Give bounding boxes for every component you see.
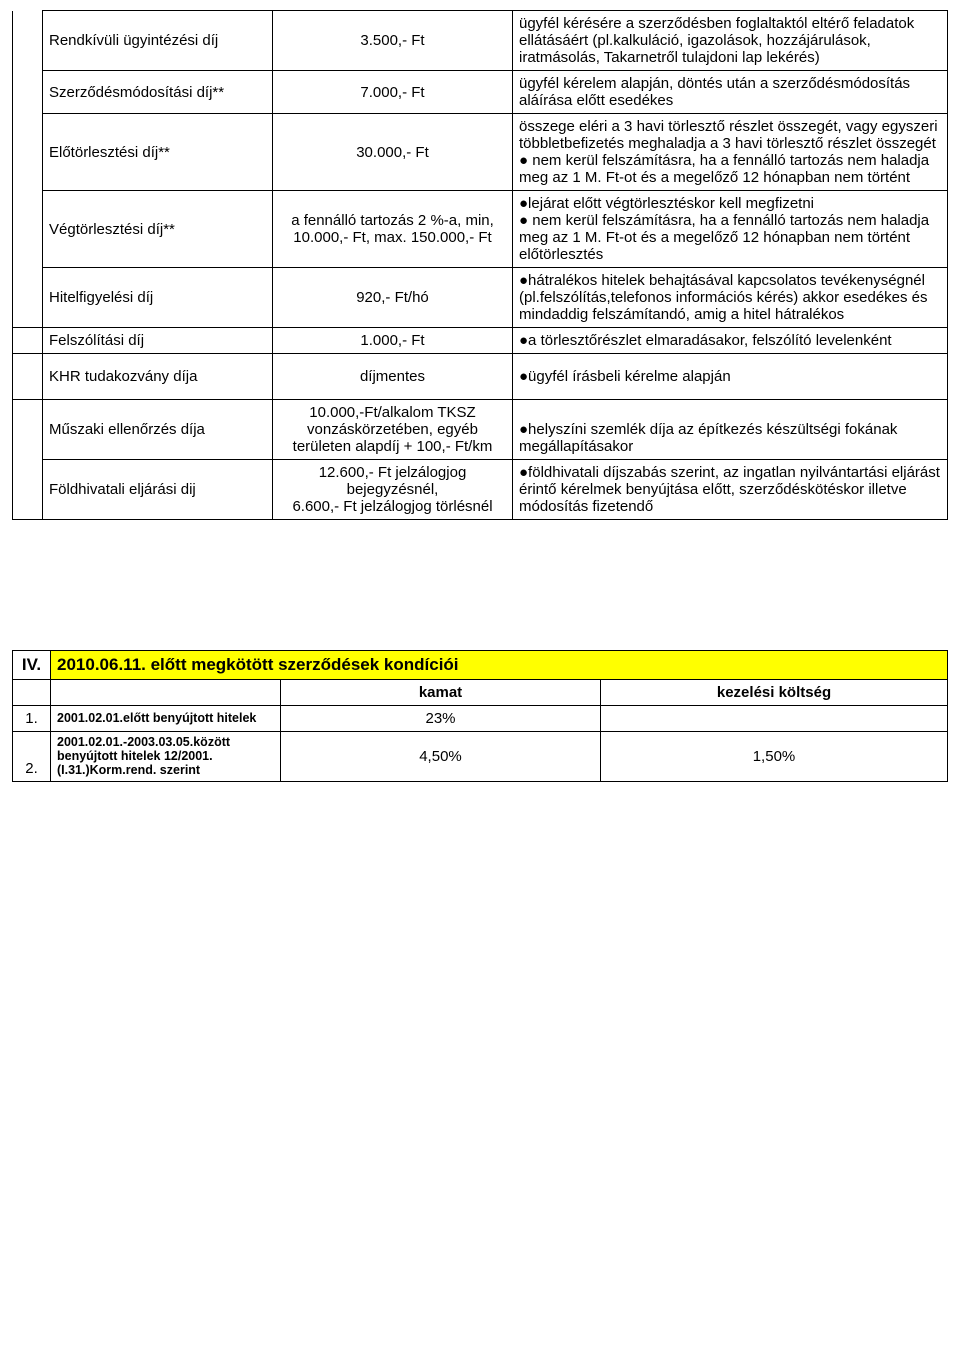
row-number-cell bbox=[13, 400, 43, 460]
table-row: Földhivatali eljárási dij 12.600,- Ft je… bbox=[13, 460, 948, 520]
table-row: 1. 2001.02.01.előtt benyújtott hitelek 2… bbox=[13, 706, 948, 732]
empty-cell bbox=[13, 680, 51, 706]
kamat-value: 23% bbox=[281, 706, 601, 732]
kamat-value: 4,50% bbox=[281, 732, 601, 782]
vertical-spacer bbox=[12, 520, 948, 650]
fee-value: 920,- Ft/hó bbox=[273, 268, 513, 328]
table-row: KHR tudakozvány díja díjmentes ●ügyfél í… bbox=[13, 354, 948, 400]
table-row: Szerződésmódosítási díj** 7.000,- Ft ügy… bbox=[13, 71, 948, 114]
fee-value: díjmentes bbox=[273, 354, 513, 400]
row-number: 1. bbox=[13, 706, 51, 732]
empty-cell bbox=[51, 680, 281, 706]
fee-value: 30.000,- Ft bbox=[273, 114, 513, 191]
fees-table: Rendkívüli ügyintézési díj 3.500,- Ft üg… bbox=[12, 10, 948, 520]
table-row: Felszólítási díj 1.000,- Ft ●a törlesztő… bbox=[13, 328, 948, 354]
fee-name: Végtörlesztési díj** bbox=[43, 191, 273, 268]
row-number-cell bbox=[13, 114, 43, 191]
row-name-text: 2001.02.01.-2003.03.05.között benyújtott… bbox=[57, 735, 230, 777]
row-number-cell bbox=[13, 328, 43, 354]
fee-value: 3.500,- Ft bbox=[273, 11, 513, 71]
fee-name: Földhivatali eljárási dij bbox=[43, 460, 273, 520]
kezelesi-value bbox=[601, 706, 948, 732]
section-header-row: IV. 2010.06.11. előtt megkötött szerződé… bbox=[13, 651, 948, 680]
section-title-text: 2010.06.11. előtt megkötött szerződések … bbox=[57, 655, 459, 674]
table-row: Rendkívüli ügyintézési díj 3.500,- Ft üg… bbox=[13, 11, 948, 71]
row-number-cell bbox=[13, 191, 43, 268]
table-row: 2. 2001.02.01.-2003.03.05.között benyújt… bbox=[13, 732, 948, 782]
table-row: Hitelfigyelési díj 920,- Ft/hó ●hátralék… bbox=[13, 268, 948, 328]
section-title: 2010.06.11. előtt megkötött szerződések … bbox=[51, 651, 948, 680]
fee-value: a fennálló tartozás 2 %-a, min, 10.000,-… bbox=[273, 191, 513, 268]
kezelesi-value: 1,50% bbox=[601, 732, 948, 782]
fee-value: 10.000,-Ft/alkalom TKSZ vonzáskörzetében… bbox=[273, 400, 513, 460]
fee-value: 12.600,- Ft jelzálogjog bejegyzésnél, 6.… bbox=[273, 460, 513, 520]
fee-name: Rendkívüli ügyintézési díj bbox=[43, 11, 273, 71]
fee-name: Szerződésmódosítási díj** bbox=[43, 71, 273, 114]
fee-name: Hitelfigyelési díj bbox=[43, 268, 273, 328]
col-header-kamat: kamat bbox=[281, 680, 601, 706]
fee-description: ●földhivatali díjszabás szerint, az inga… bbox=[513, 460, 948, 520]
row-number-cell bbox=[13, 460, 43, 520]
fee-name: KHR tudakozvány díja bbox=[43, 354, 273, 400]
fee-description: ●ügyfél írásbeli kérelme alapján bbox=[513, 354, 948, 400]
section-number: IV. bbox=[13, 651, 51, 680]
fee-description: ügyfél kérésére a szerződésben foglaltak… bbox=[513, 11, 948, 71]
fee-name: Műszaki ellenőrzés díja bbox=[43, 400, 273, 460]
row-name-text: 2001.02.01.előtt benyújtott hitelek bbox=[57, 711, 256, 725]
fee-name: Előtörlesztési díj** bbox=[43, 114, 273, 191]
fee-description: ●helyszíni szemlék díja az építkezés kés… bbox=[513, 400, 948, 460]
col-header-kezelesi: kezelési költség bbox=[601, 680, 948, 706]
fee-description: összege eléri a 3 havi törlesztő részlet… bbox=[513, 114, 948, 191]
sub-header-row: kamat kezelési költség bbox=[13, 680, 948, 706]
row-number-cell bbox=[13, 354, 43, 400]
fee-description: ●a törlesztőrészlet elmaradásakor, felsz… bbox=[513, 328, 948, 354]
row-name: 2001.02.01.előtt benyújtott hitelek bbox=[51, 706, 281, 732]
fee-name: Felszólítási díj bbox=[43, 328, 273, 354]
table-row: Végtörlesztési díj** a fennálló tartozás… bbox=[13, 191, 948, 268]
fee-value: 7.000,- Ft bbox=[273, 71, 513, 114]
row-name: 2001.02.01.-2003.03.05.között benyújtott… bbox=[51, 732, 281, 782]
row-number-cell bbox=[13, 71, 43, 114]
table-row: Műszaki ellenőrzés díja 10.000,-Ft/alkal… bbox=[13, 400, 948, 460]
row-number-cell bbox=[13, 11, 43, 71]
fee-description: ●hátralékos hitelek behajtásával kapcsol… bbox=[513, 268, 948, 328]
fee-description: ●lejárat előtt végtörlesztéskor kell meg… bbox=[513, 191, 948, 268]
row-number: 2. bbox=[13, 732, 51, 782]
fee-description: ügyfél kérelem alapján, döntés után a sz… bbox=[513, 71, 948, 114]
fee-value: 1.000,- Ft bbox=[273, 328, 513, 354]
section-iv-table: IV. 2010.06.11. előtt megkötött szerződé… bbox=[12, 650, 948, 782]
row-number-cell bbox=[13, 268, 43, 328]
table-row: Előtörlesztési díj** 30.000,- Ft összege… bbox=[13, 114, 948, 191]
